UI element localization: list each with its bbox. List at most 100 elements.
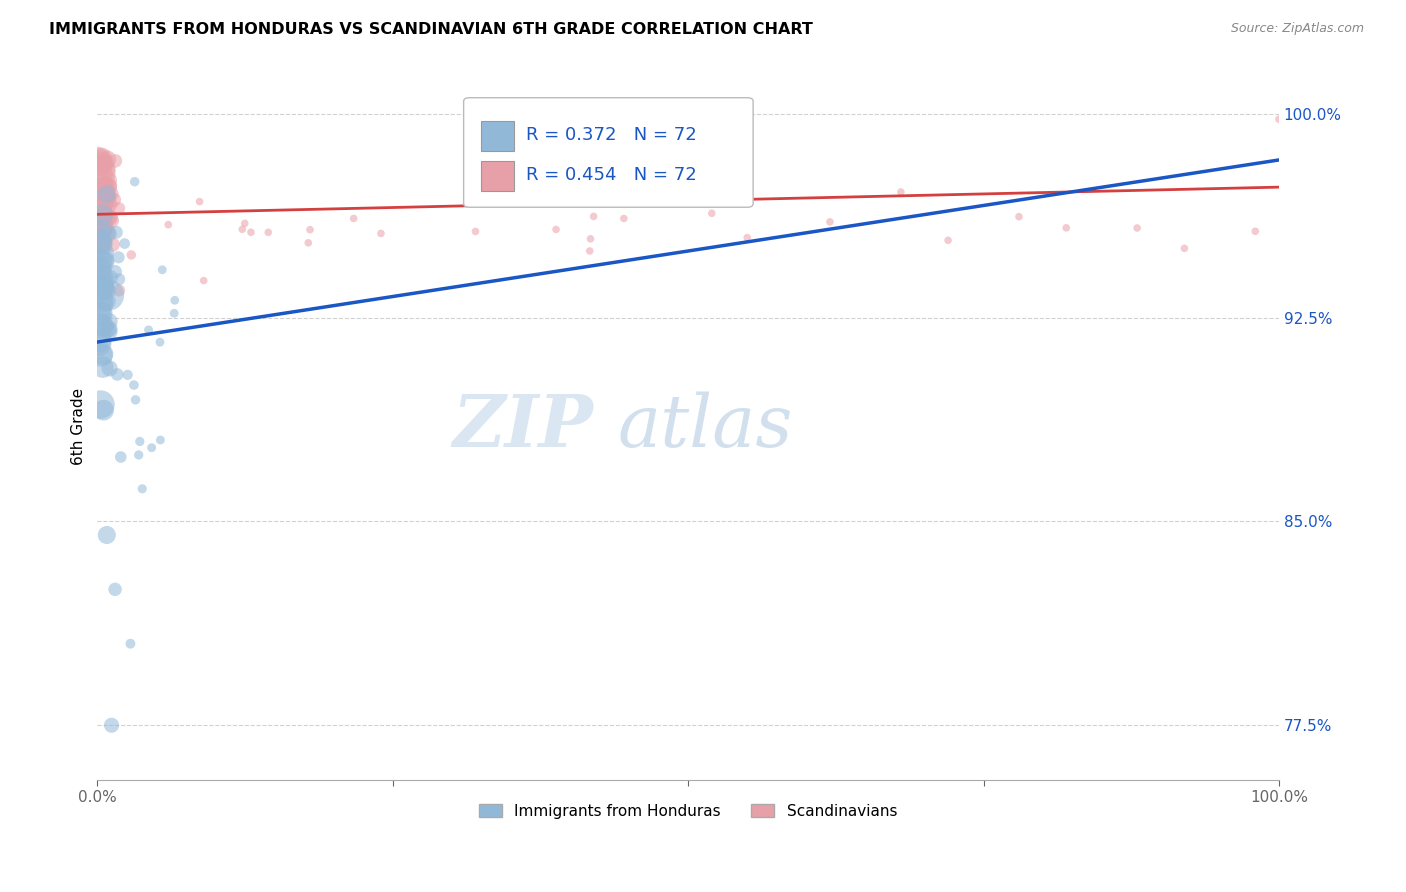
FancyBboxPatch shape (481, 161, 515, 191)
Point (124, 175, 146, 189)
Point (890, 185, 912, 199)
Point (104, 153, 127, 168)
Text: IMMIGRANTS FROM HONDURAS VS SCANDINAVIAN 6TH GRADE CORRELATION CHART: IMMIGRANTS FROM HONDURAS VS SCANDINAVIAN… (49, 22, 813, 37)
Point (90, 398, 112, 412)
Point (1126, 221, 1149, 235)
Point (96, 188, 118, 202)
Point (98, 314, 121, 328)
Point (98, 211, 121, 225)
Point (93, 184, 115, 198)
Point (93, 219, 115, 234)
Point (93, 255, 115, 269)
Point (91, 208, 114, 222)
Point (96, 322, 118, 336)
Point (91, 222, 114, 236)
Point (1244, 224, 1267, 238)
Point (91, 360, 114, 375)
Point (110, 450, 132, 464)
Point (90, 152, 112, 166)
Point (90, 158, 112, 172)
Point (96, 294, 118, 309)
Point (98, 270, 121, 285)
Point (343, 211, 366, 226)
Point (163, 293, 186, 308)
Point (98, 361, 121, 376)
Point (104, 265, 127, 279)
Text: atlas: atlas (617, 391, 793, 461)
Point (91, 347, 114, 361)
Point (163, 306, 186, 320)
Point (87, 231, 110, 245)
Point (96, 528, 118, 542)
Point (100, 718, 122, 732)
Point (87, 307, 110, 321)
Point (193, 274, 215, 288)
Point (120, 637, 142, 651)
Point (89, 194, 111, 208)
Point (1054, 220, 1077, 235)
Point (107, 250, 129, 264)
Point (89, 179, 111, 194)
Point (239, 225, 262, 239)
Point (122, 378, 145, 392)
Point (87, 332, 110, 346)
Point (87, 199, 110, 213)
Point (94, 194, 117, 208)
Point (89, 210, 111, 224)
Point (735, 230, 758, 244)
Point (97, 180, 120, 194)
Point (91, 269, 114, 284)
Point (299, 223, 322, 237)
Point (131, 482, 153, 496)
Point (93, 252, 115, 267)
Point (89, 318, 111, 333)
Point (100, 213, 122, 227)
Point (149, 335, 172, 350)
Point (150, 262, 173, 277)
Point (96, 161, 118, 176)
Point (89, 261, 111, 276)
Point (89, 277, 111, 291)
Point (582, 210, 605, 224)
Point (613, 211, 636, 226)
Point (91, 281, 114, 295)
Legend: Immigrants from Honduras, Scandinavians: Immigrants from Honduras, Scandinavians (472, 797, 903, 825)
Point (231, 222, 253, 236)
Point (87, 167, 110, 181)
Point (120, 248, 142, 262)
FancyBboxPatch shape (464, 98, 754, 207)
Point (124, 392, 146, 407)
Point (90, 307, 112, 321)
Point (87, 263, 110, 277)
Point (87, 336, 110, 351)
Text: Source: ZipAtlas.com: Source: ZipAtlas.com (1230, 22, 1364, 36)
Point (87, 157, 110, 171)
Y-axis label: 6th Grade: 6th Grade (72, 388, 86, 465)
Point (93, 156, 115, 170)
Point (100, 186, 122, 201)
Point (149, 433, 172, 447)
Point (1268, 112, 1291, 127)
Point (93, 277, 115, 291)
Text: R = 0.454   N = 72: R = 0.454 N = 72 (526, 167, 697, 185)
Point (87, 197, 110, 211)
Point (91, 282, 114, 296)
Text: R = 0.372   N = 72: R = 0.372 N = 72 (526, 126, 697, 145)
Point (98, 197, 121, 211)
Point (818, 215, 841, 229)
Point (108, 284, 131, 298)
Point (103, 193, 125, 207)
Point (89, 196, 111, 211)
Point (97, 173, 120, 187)
Point (90, 253, 112, 268)
Point (93, 403, 115, 417)
Point (90, 348, 112, 362)
Point (93, 245, 115, 260)
Point (101, 237, 124, 252)
Point (98, 325, 121, 339)
Point (104, 582, 127, 597)
Point (98, 322, 121, 336)
Point (89, 234, 111, 248)
Point (90, 225, 112, 239)
Point (105, 225, 128, 239)
